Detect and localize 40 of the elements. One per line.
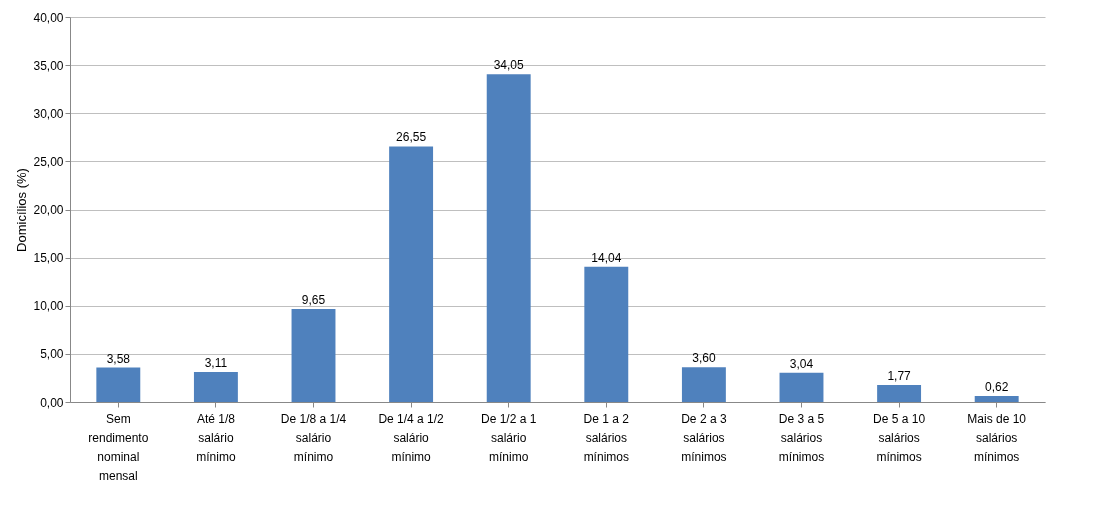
- bar: [877, 384, 922, 402]
- data-label: 3,11: [204, 356, 228, 371]
- data-label: 34,05: [493, 58, 525, 73]
- y-tick-label: 35,00: [33, 58, 64, 73]
- x-tick-label: De 3 a 5 salários mínimos: [778, 411, 825, 464]
- bar: [779, 372, 824, 402]
- y-tick-label: 30,00: [33, 106, 64, 121]
- x-tick-label: De 5 a 10 salários mínimos: [873, 411, 926, 464]
- data-label: 3,04: [789, 356, 814, 371]
- x-tick-label: De 1 a 2 salários mínimos: [583, 411, 630, 464]
- x-tick-label: Mais de 10 salários mínimos: [967, 411, 1027, 464]
- data-label: 9,65: [301, 293, 326, 308]
- x-tick-label: De 1/4 a 1/2 salário mínimo: [378, 411, 445, 464]
- x-tick-label: De 1/2 a 1 salário mínimo: [481, 411, 537, 464]
- bar: [96, 367, 141, 402]
- x-tick-label: De 1/8 a 1/4 salário mínimo: [280, 411, 347, 464]
- y-tick-label: 15,00: [33, 251, 64, 266]
- data-label: 0,62: [985, 380, 1009, 395]
- y-axis-title: Domicílios (%): [14, 168, 30, 252]
- y-tick-label: 40,00: [33, 10, 64, 25]
- y-tick-label: 20,00: [33, 203, 64, 217]
- data-label: 26,55: [396, 130, 427, 145]
- y-tick-label: 25,00: [33, 154, 64, 169]
- bar: [681, 367, 726, 402]
- y-tick-label: 5,00: [40, 347, 64, 362]
- bar: [389, 146, 434, 402]
- bar: [974, 396, 1019, 402]
- data-label: 14,04: [591, 250, 622, 265]
- bar: [486, 74, 531, 402]
- data-label: 3,58: [106, 351, 131, 366]
- x-tick-label: Sem rendimento nominal mensal: [88, 411, 149, 483]
- bar: [584, 266, 629, 402]
- y-tick-label: 0,00: [40, 395, 64, 410]
- data-label: 3,60: [692, 351, 716, 366]
- bar: [291, 309, 336, 402]
- y-tick-label: 10,00: [33, 299, 64, 314]
- x-tick-label: De 2 a 3 salários mínimos: [681, 411, 727, 464]
- x-tick-label: Até 1/8 salário mínimo: [196, 411, 236, 464]
- data-label: 1,77: [887, 368, 912, 383]
- bar: [193, 372, 238, 402]
